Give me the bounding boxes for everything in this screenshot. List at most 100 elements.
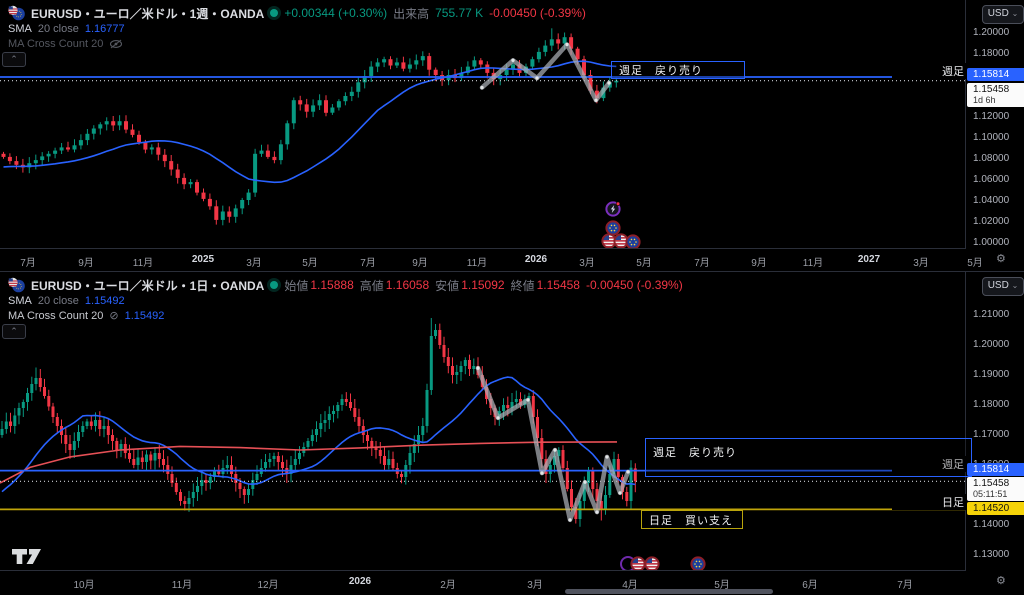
price-tick: 1.13000 — [973, 549, 1010, 560]
time-tick: 9月 — [78, 258, 94, 269]
macross-label: MA Cross Count 20 — [8, 309, 104, 322]
weekly-symbol-row[interactable]: EURUSD・ユーロ／米ドル・1週・OANDA +0.00344 (+0.30%… — [8, 5, 586, 21]
eu-event-icon — [625, 234, 641, 248]
eurusd-pair-icon — [8, 277, 25, 292]
high-value: 1.16058 — [385, 278, 430, 292]
daily-level-badge: 1.15814 — [967, 463, 1024, 476]
price-tick: 1.04000 — [973, 195, 1010, 206]
weekly-axis-settings-gear-icon[interactable]: ⚙ — [996, 253, 1006, 265]
sma-args: 20 close — [37, 22, 79, 35]
volume-label: 出来高 — [393, 6, 430, 21]
volume-value: 755.77 K — [435, 6, 484, 20]
symbol-title[interactable]: EURUSD・ユーロ／米ドル・1週・OANDA — [31, 6, 265, 21]
eu-event-icon — [605, 220, 621, 236]
symbol-title[interactable]: EURUSD・ユーロ／米ドル・1日・OANDA — [31, 278, 265, 293]
daily-buy-support-annotation[interactable]: 日足 買い支え — [641, 510, 743, 529]
time-tick: 12月 — [257, 580, 279, 591]
high-label: 高値 — [359, 278, 384, 293]
time-tick: 2026 — [348, 576, 372, 587]
eurusd-pair-icon — [8, 5, 25, 20]
weekly-currency-button[interactable]: USD ⌄ — [982, 5, 1024, 24]
time-tick: 7月 — [360, 258, 376, 269]
time-tick: 2月 — [440, 580, 456, 591]
daily-axis-settings-gear-icon[interactable]: ⚙ — [996, 575, 1006, 587]
time-tick: 2026 — [524, 254, 548, 265]
visibility-off-icon[interactable] — [109, 39, 123, 49]
daily-daily-line-label: 日足 — [892, 494, 966, 510]
price-tick: 1.02000 — [973, 216, 1010, 227]
daily-legend: EURUSD・ユーロ／米ドル・1日・OANDA 始値 1.15888 高値 1.16… — [8, 277, 683, 323]
weekly-change-positive: +0.00344 (+0.30%) — [284, 6, 388, 20]
weekly-macross-row[interactable]: MA Cross Count 20 — [8, 36, 586, 51]
time-tick: 9月 — [412, 258, 428, 269]
horizontal-scrollbar[interactable] — [565, 589, 773, 594]
daily-sma-row[interactable]: SMA 20 close 1.15492 — [8, 293, 683, 308]
price-tick: 1.06000 — [973, 174, 1010, 185]
close-label: 終値 — [510, 278, 535, 293]
us-event-icon — [630, 556, 646, 570]
price-tick: 1.19000 — [973, 369, 1010, 380]
time-tick: 3月 — [246, 258, 262, 269]
time-tick: 2025 — [191, 254, 215, 265]
bolt-event-icon — [605, 201, 621, 217]
daily-price-badge: 1.15458 05:11:51 — [967, 477, 1024, 501]
price-tick: 1.00000 — [973, 237, 1010, 248]
weekly-chart-canvas[interactable] — [0, 0, 966, 271]
sma-name: SMA — [8, 294, 32, 307]
price-tick: 1.18000 — [973, 48, 1010, 59]
weekly-sell-annotation[interactable]: 週足 戻り売り — [611, 61, 745, 79]
weekly-sma-row[interactable]: SMA 20 close 1.16777 — [8, 21, 586, 36]
daily-symbol-row[interactable]: EURUSD・ユーロ／米ドル・1日・OANDA 始値 1.15888 高値 1.16… — [8, 277, 683, 293]
daily-weekly-sell-annotation[interactable]: 週足 戻り売り — [645, 438, 972, 477]
daily-time-axis[interactable]: 10月 11月 12月 2026 2月 3月 4月 5月 6月 7月 — [0, 570, 966, 595]
time-tick: 6月 — [802, 580, 818, 591]
daily-countdown: 05:11:51 — [973, 489, 1008, 499]
weekly-change-negative: -0.00450 (-0.39%) — [489, 6, 586, 20]
low-label: 安値 — [435, 278, 460, 293]
daily-currency-button[interactable]: USD ⌄ — [982, 277, 1024, 296]
us-event-icon — [644, 556, 660, 570]
weekly-countdown: 1d 6h — [973, 95, 996, 105]
daily-legend-collapse-button[interactable]: ⌃ — [2, 324, 26, 339]
price-tick: 1.17000 — [973, 429, 1010, 440]
time-tick: 3月 — [913, 258, 929, 269]
weekly-price-badge: 1.15458 1d 6h — [967, 83, 1024, 107]
daily-chart-canvas[interactable] — [0, 272, 966, 595]
price-tick: 1.18000 — [973, 399, 1010, 410]
price-tick: 1.14000 — [973, 519, 1010, 530]
daily-macross-row[interactable]: MA Cross Count 20 ⊘ 1.15492 — [8, 308, 683, 323]
time-tick: 7月 — [694, 258, 710, 269]
time-tick: 11月 — [466, 258, 488, 269]
weekly-legend-collapse-button[interactable]: ⌃ — [2, 52, 26, 67]
time-tick: 9月 — [751, 258, 767, 269]
market-open-dot — [270, 9, 279, 17]
price-tick: 1.20000 — [973, 339, 1010, 350]
time-tick: 11月 — [171, 580, 193, 591]
market-open-dot — [270, 281, 279, 289]
tradingview-logo — [12, 549, 50, 569]
time-tick: 4月 — [622, 580, 638, 591]
zigzag-drawing — [479, 42, 612, 103]
eu-event-icon — [690, 556, 706, 570]
time-tick: 5月 — [636, 258, 652, 269]
sma-name: SMA — [8, 22, 32, 35]
open-label: 始値 — [284, 278, 309, 293]
chevron-down-icon: ⌄ — [1011, 9, 1019, 18]
weekly-price-value: 1.15458 — [973, 84, 1010, 95]
daily-price-axis[interactable]: USD ⌄ 1.15814 1.15458 05:11:51 1.14520 ⚙… — [966, 272, 1024, 595]
time-tick: 5月 — [302, 258, 318, 269]
daily-chart-panel: EURUSD・ユーロ／米ドル・1日・OANDA 始値 1.15888 高値 1.16… — [0, 272, 1024, 595]
sma-args: 20 close — [37, 294, 79, 307]
time-tick: 7月 — [897, 580, 913, 591]
weekly-time-axis[interactable]: 7月 9月 11月 2025 3月 5月 7月 9月 11月 2026 3月 5月 7月 9月 11月 202… — [0, 248, 983, 271]
time-tick: 5月 — [967, 258, 983, 269]
us-event-icon — [613, 233, 629, 248]
time-tick: 3月 — [527, 580, 543, 591]
panel-divider[interactable] — [0, 271, 1024, 272]
price-tick: 1.21000 — [973, 309, 1010, 320]
weekly-price-axis[interactable]: USD ⌄ 1.15814 1.15458 1d 6h ⚙ 1.20000 1.1… — [966, 0, 1024, 271]
time-tick: 11月 — [132, 258, 154, 269]
daily-axis-separator — [965, 272, 966, 595]
sma-value: 1.16777 — [84, 22, 125, 35]
